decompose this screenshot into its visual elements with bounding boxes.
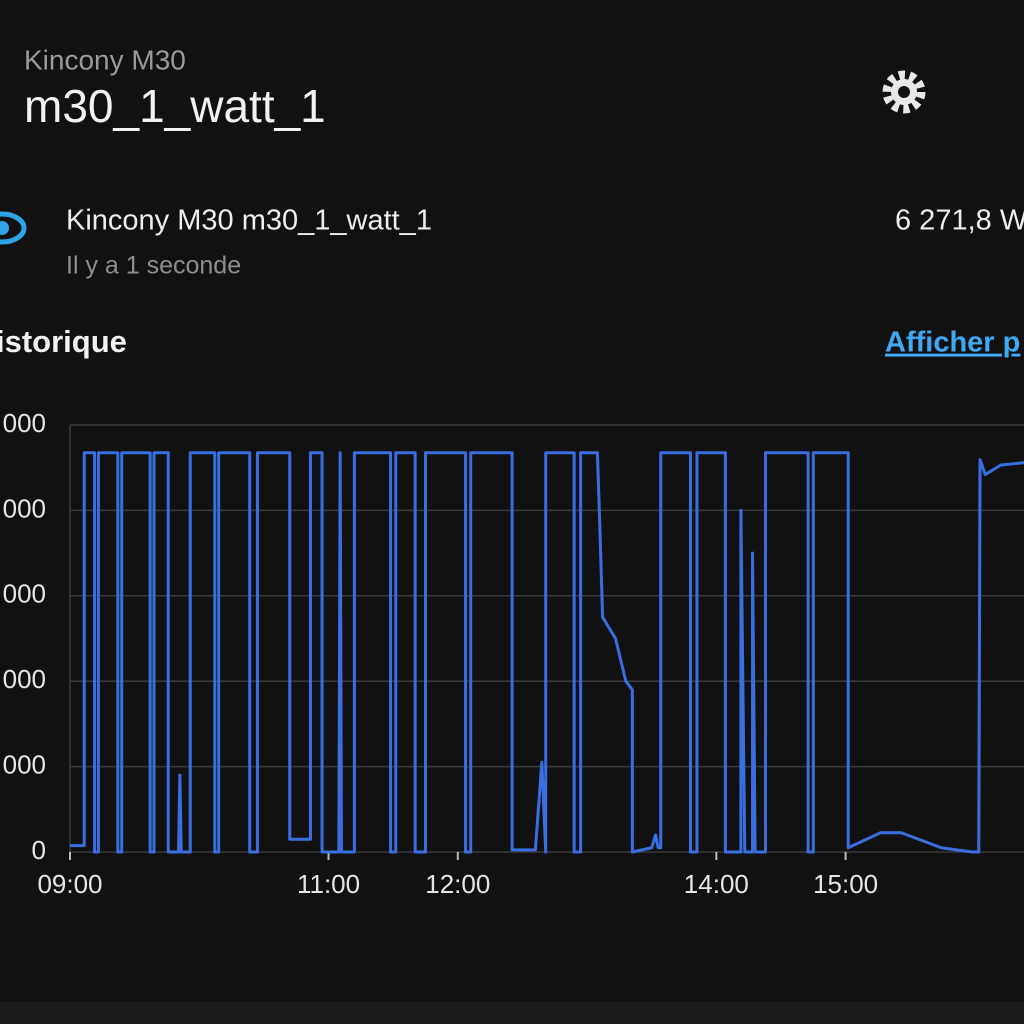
entity-name[interactable]: Kincony M30 m30_1_watt_1	[66, 205, 432, 237]
eye-icon	[0, 211, 27, 245]
show-more-link[interactable]: Afficher p	[885, 327, 1020, 359]
y-tick-label: 000	[3, 493, 46, 523]
entity-title: m30_1_watt_1	[24, 80, 326, 132]
y-tick-label: 000	[3, 749, 46, 779]
history-title: istorique	[0, 324, 127, 359]
power-line	[70, 451, 1024, 854]
y-tick-label: 000	[3, 408, 46, 438]
entity-state: 6 271,8 W	[895, 205, 1024, 237]
y-tick-label: 0	[32, 835, 46, 865]
bottom-bar	[0, 1002, 1024, 1024]
settings-icon[interactable]	[882, 70, 926, 114]
last-changed: Il y a 1 seconde	[66, 252, 241, 280]
x-tick-label: 14:00	[684, 869, 749, 899]
y-tick-label: 000	[3, 664, 46, 694]
x-tick-label: 11:00	[297, 869, 360, 899]
x-tick-label: 09:00	[37, 869, 102, 899]
x-tick-label: 12:00	[425, 869, 490, 899]
x-tick-label: 15:00	[813, 869, 878, 899]
y-tick-label: 000	[3, 579, 46, 609]
device-name: Kincony M30	[24, 44, 186, 75]
